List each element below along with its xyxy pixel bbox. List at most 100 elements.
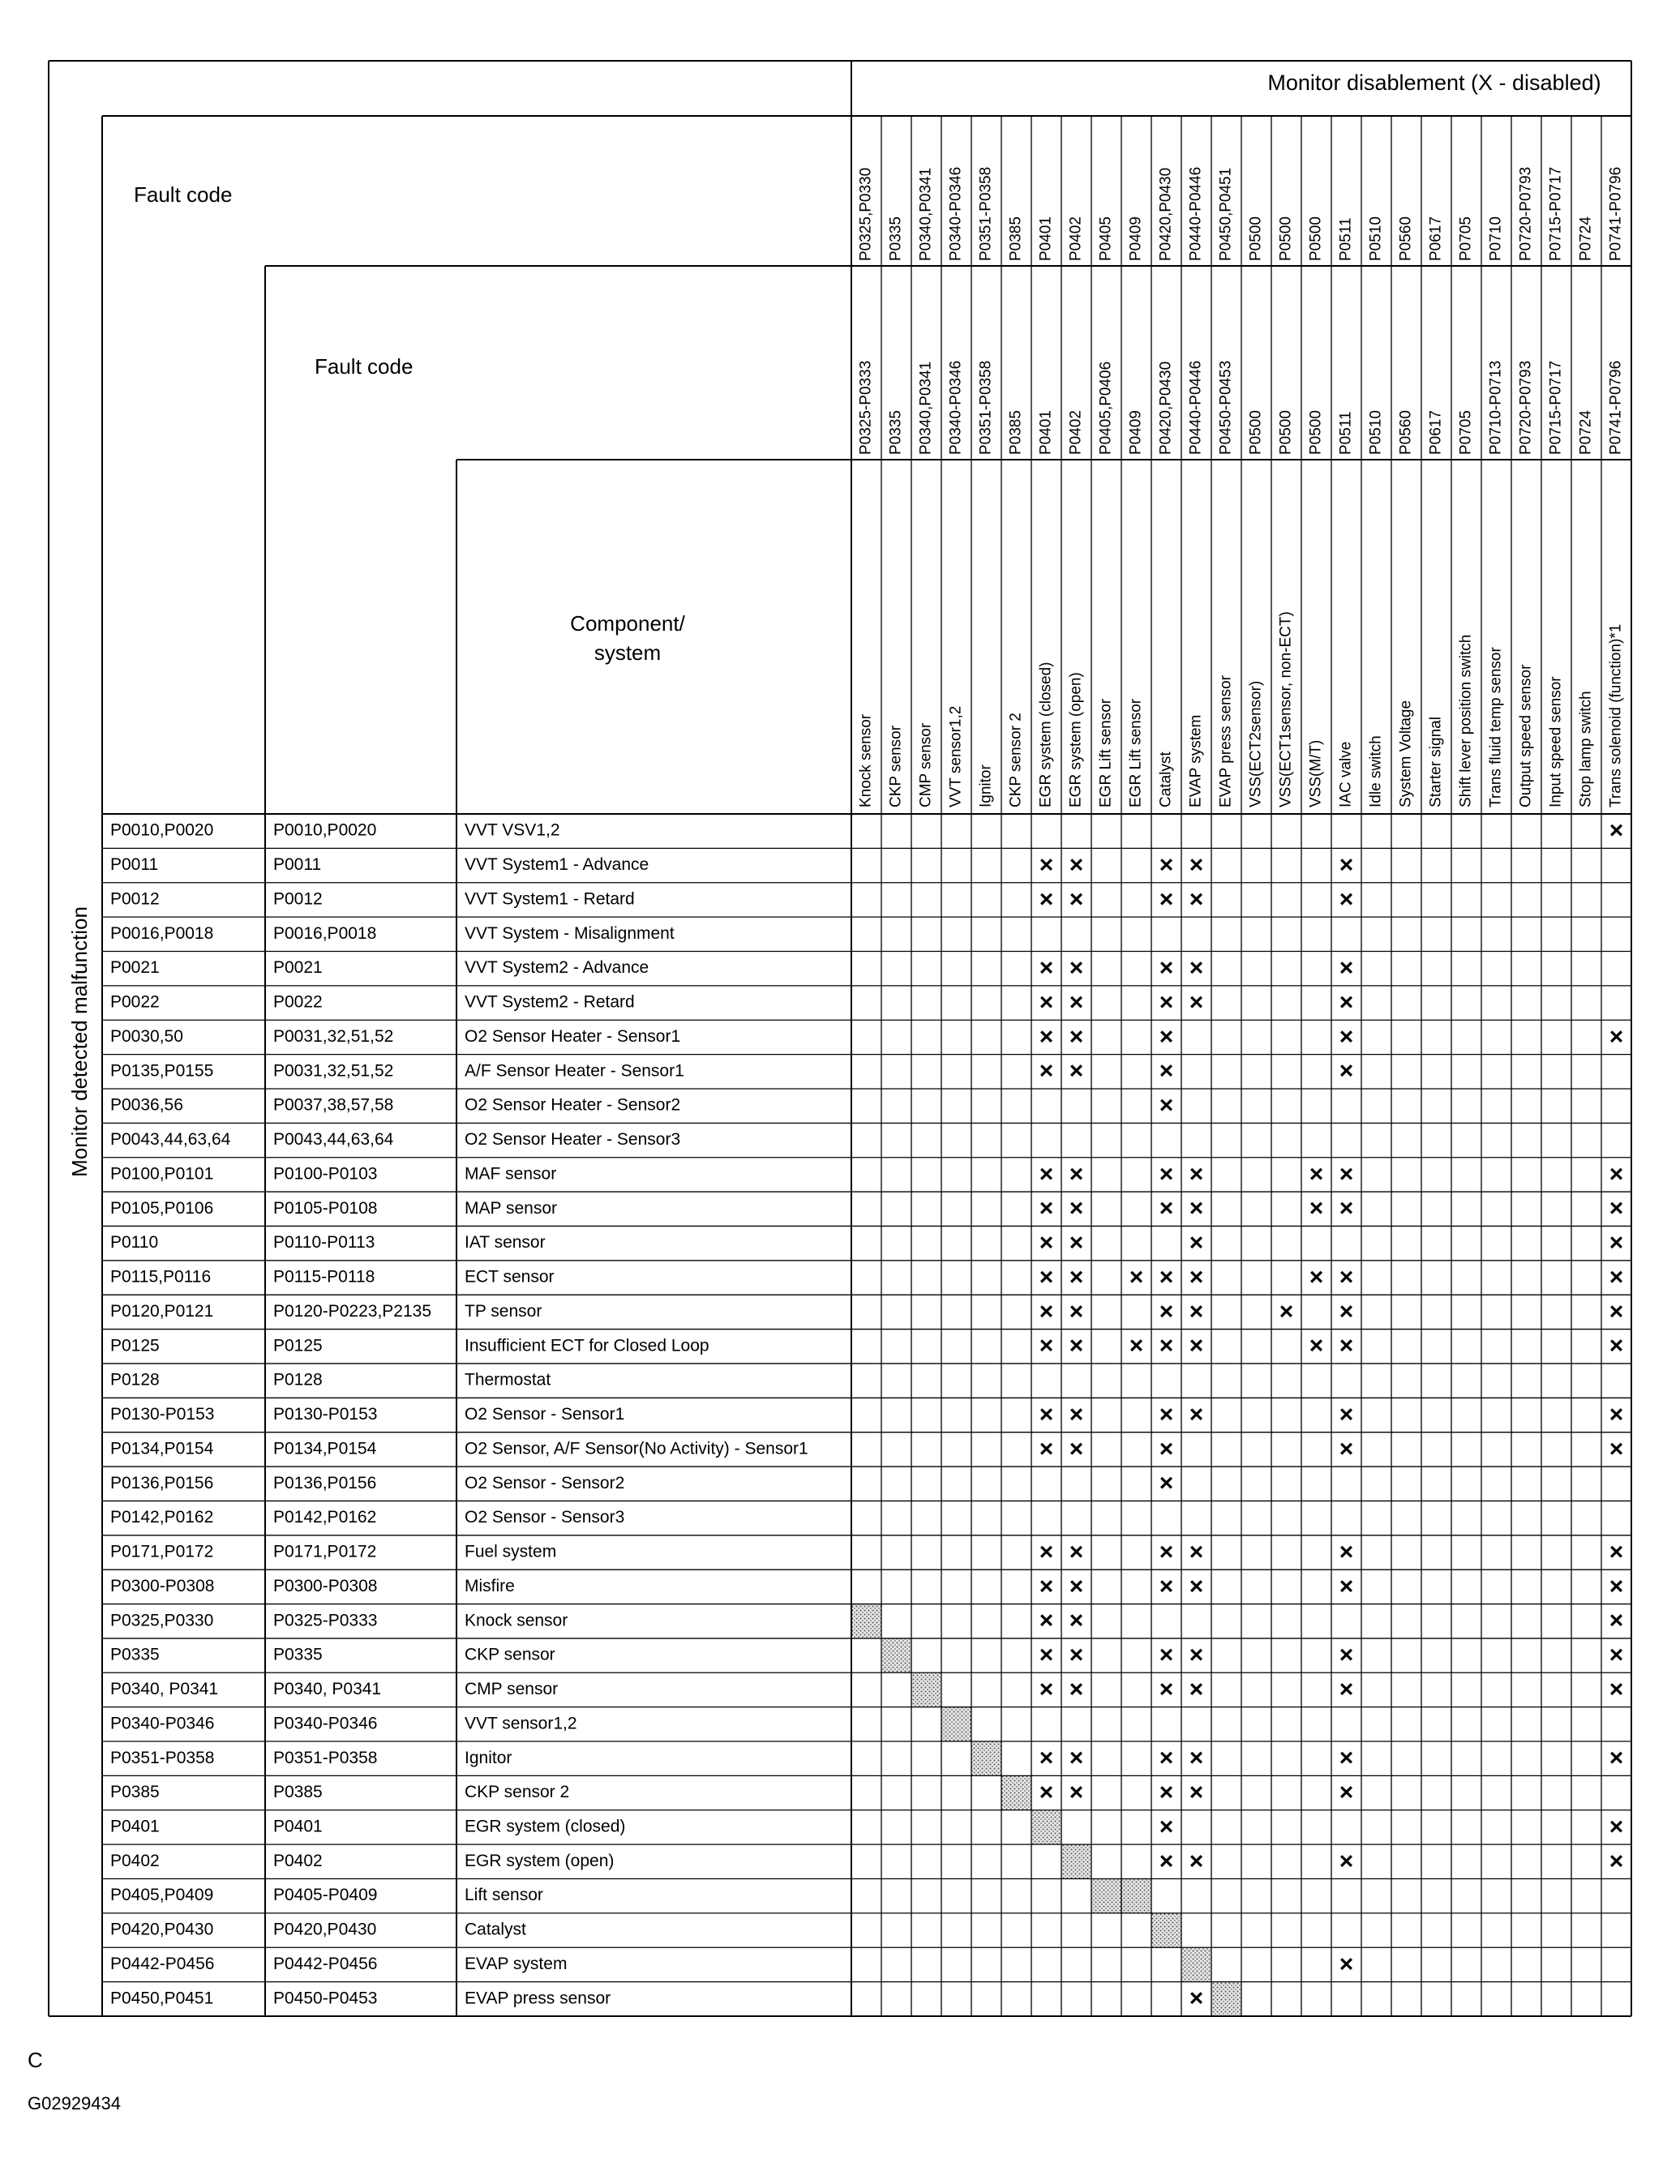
table-title: Monitor disablement (X - disabled) (1267, 71, 1601, 95)
fault-code: P0300-P0308 (110, 1577, 214, 1595)
column-code: P0440-P0446 (1188, 167, 1205, 261)
column-code: P0724 (1578, 216, 1595, 261)
disable-mark: × (1159, 1401, 1174, 1428)
disable-mark: × (1159, 851, 1174, 878)
fault-code-2: P0105-P0108 (273, 1199, 377, 1218)
disable-mark: × (1339, 1401, 1354, 1428)
column-code: P0710 (1488, 216, 1505, 261)
column-name: EGR system (closed) (1038, 662, 1055, 807)
disable-mark: × (1189, 1848, 1204, 1874)
disable-mark: × (1189, 1298, 1204, 1325)
disable-mark: × (1339, 1642, 1354, 1668)
disable-mark: × (1069, 989, 1084, 1016)
side-label: Monitor detected malfunction (67, 906, 92, 1177)
component: TP sensor (465, 1302, 542, 1321)
disable-mark: × (1159, 1092, 1174, 1119)
column-code: P0715-P0717 (1548, 167, 1565, 261)
column-code: P0420,P0430 (1158, 168, 1175, 261)
disable-mark: × (1159, 1264, 1174, 1291)
component: O2 Sensor Heater - Sensor2 (465, 1096, 680, 1115)
disable-mark: × (1159, 1436, 1174, 1462)
component: Ignitor (465, 1749, 512, 1767)
disable-mark: × (1039, 1676, 1054, 1702)
fault-code: P0405,P0409 (110, 1886, 213, 1904)
fault-code: P0142,P0162 (110, 1508, 213, 1527)
column-code-range: P0409 (1128, 410, 1145, 455)
fault-code: P0130-P0153 (110, 1405, 214, 1424)
component: MAP sensor (465, 1199, 557, 1218)
column-code-range: P0450-P0453 (1218, 361, 1235, 455)
shaded-cell (1121, 1878, 1151, 1913)
column-name: CMP sensor (918, 722, 935, 807)
disable-mark: × (1069, 1608, 1084, 1634)
disable-mark: × (1309, 1195, 1324, 1222)
fault-code: P0036,56 (110, 1096, 183, 1115)
disable-mark: × (1159, 1539, 1174, 1565)
disable-mark: × (1039, 1573, 1054, 1599)
disable-mark: × (1609, 1745, 1624, 1771)
fault-code: P0105,P0106 (110, 1199, 213, 1218)
component: EVAP system (465, 1955, 567, 1973)
disable-mark: × (1339, 1539, 1354, 1565)
disable-mark: × (1339, 1848, 1354, 1874)
disable-mark: × (1159, 1848, 1174, 1874)
component: O2 Sensor - Sensor3 (465, 1508, 624, 1527)
component: VVT sensor1,2 (465, 1714, 577, 1732)
column-code: P0385 (1008, 216, 1025, 261)
disable-mark: × (1339, 1298, 1354, 1325)
fault-code: P0125 (110, 1336, 160, 1355)
column-name: Output speed sensor (1518, 664, 1535, 807)
component: ECT sensor (465, 1268, 555, 1287)
column-name: Trans solenoid (function)*1 (1608, 624, 1625, 807)
disable-mark: × (1159, 886, 1174, 913)
fault-code-2: P0128 (273, 1371, 323, 1390)
disable-mark: × (1069, 1298, 1084, 1325)
disable-mark: × (1339, 886, 1354, 913)
disable-mark: × (1609, 817, 1624, 844)
column-name: Trans fluid temp sensor (1488, 647, 1505, 807)
column-name: System Voltage (1398, 700, 1415, 807)
column-code-range: P0402 (1068, 410, 1085, 455)
disable-mark: × (1189, 1779, 1204, 1806)
fault-code-2: P0142,P0162 (273, 1508, 376, 1527)
disable-mark: × (1189, 1573, 1204, 1599)
disable-mark: × (1159, 1023, 1174, 1050)
column-name: EVAP press sensor (1218, 674, 1235, 807)
component: IAT sensor (465, 1233, 546, 1252)
column-name: VSS(ECT1sensor, non-ECT) (1278, 611, 1295, 807)
column-code-range: P0741-P0796 (1608, 361, 1625, 455)
fault-code: P0110 (110, 1233, 158, 1252)
disable-mark: × (1159, 955, 1174, 982)
disable-mark: × (1609, 1161, 1624, 1188)
fault-code-2: P0037,38,57,58 (273, 1096, 393, 1115)
column-code: P0325,P0330 (858, 168, 875, 261)
column-name: VVT sensor1,2 (948, 706, 965, 807)
fault-code: P0325,P0330 (110, 1611, 213, 1629)
disable-mark: × (1039, 1779, 1054, 1806)
column-name: Starter signal (1428, 717, 1445, 807)
disable-mark: × (1339, 1058, 1354, 1085)
disable-mark: × (1069, 1161, 1084, 1188)
component: A/F Sensor Heater - Sensor1 (465, 1061, 684, 1080)
disable-mark: × (1609, 1230, 1624, 1257)
disable-mark: × (1189, 989, 1204, 1016)
column-code: P0402 (1068, 216, 1085, 261)
fault-code: P0135,P0155 (110, 1061, 213, 1080)
disable-mark: × (1129, 1264, 1144, 1291)
shaded-cell (941, 1707, 971, 1742)
column-code: P0720-P0793 (1518, 167, 1535, 261)
disable-mark: × (1159, 989, 1174, 1016)
disable-mark: × (1039, 1058, 1054, 1085)
fault-code: P0420,P0430 (110, 1921, 213, 1939)
column-code-range: P0500 (1278, 410, 1295, 455)
disable-mark: × (1609, 1264, 1624, 1291)
shaded-cell (911, 1672, 941, 1707)
column-name: CKP sensor (888, 725, 905, 807)
disable-mark: × (1339, 1161, 1354, 1188)
disable-mark: × (1039, 989, 1054, 1016)
disable-mark: × (1339, 989, 1354, 1016)
component: CMP sensor (465, 1680, 558, 1698)
fault-code-2: P0022 (273, 993, 323, 1012)
disable-mark: × (1039, 886, 1054, 913)
component: Knock sensor (465, 1611, 568, 1629)
